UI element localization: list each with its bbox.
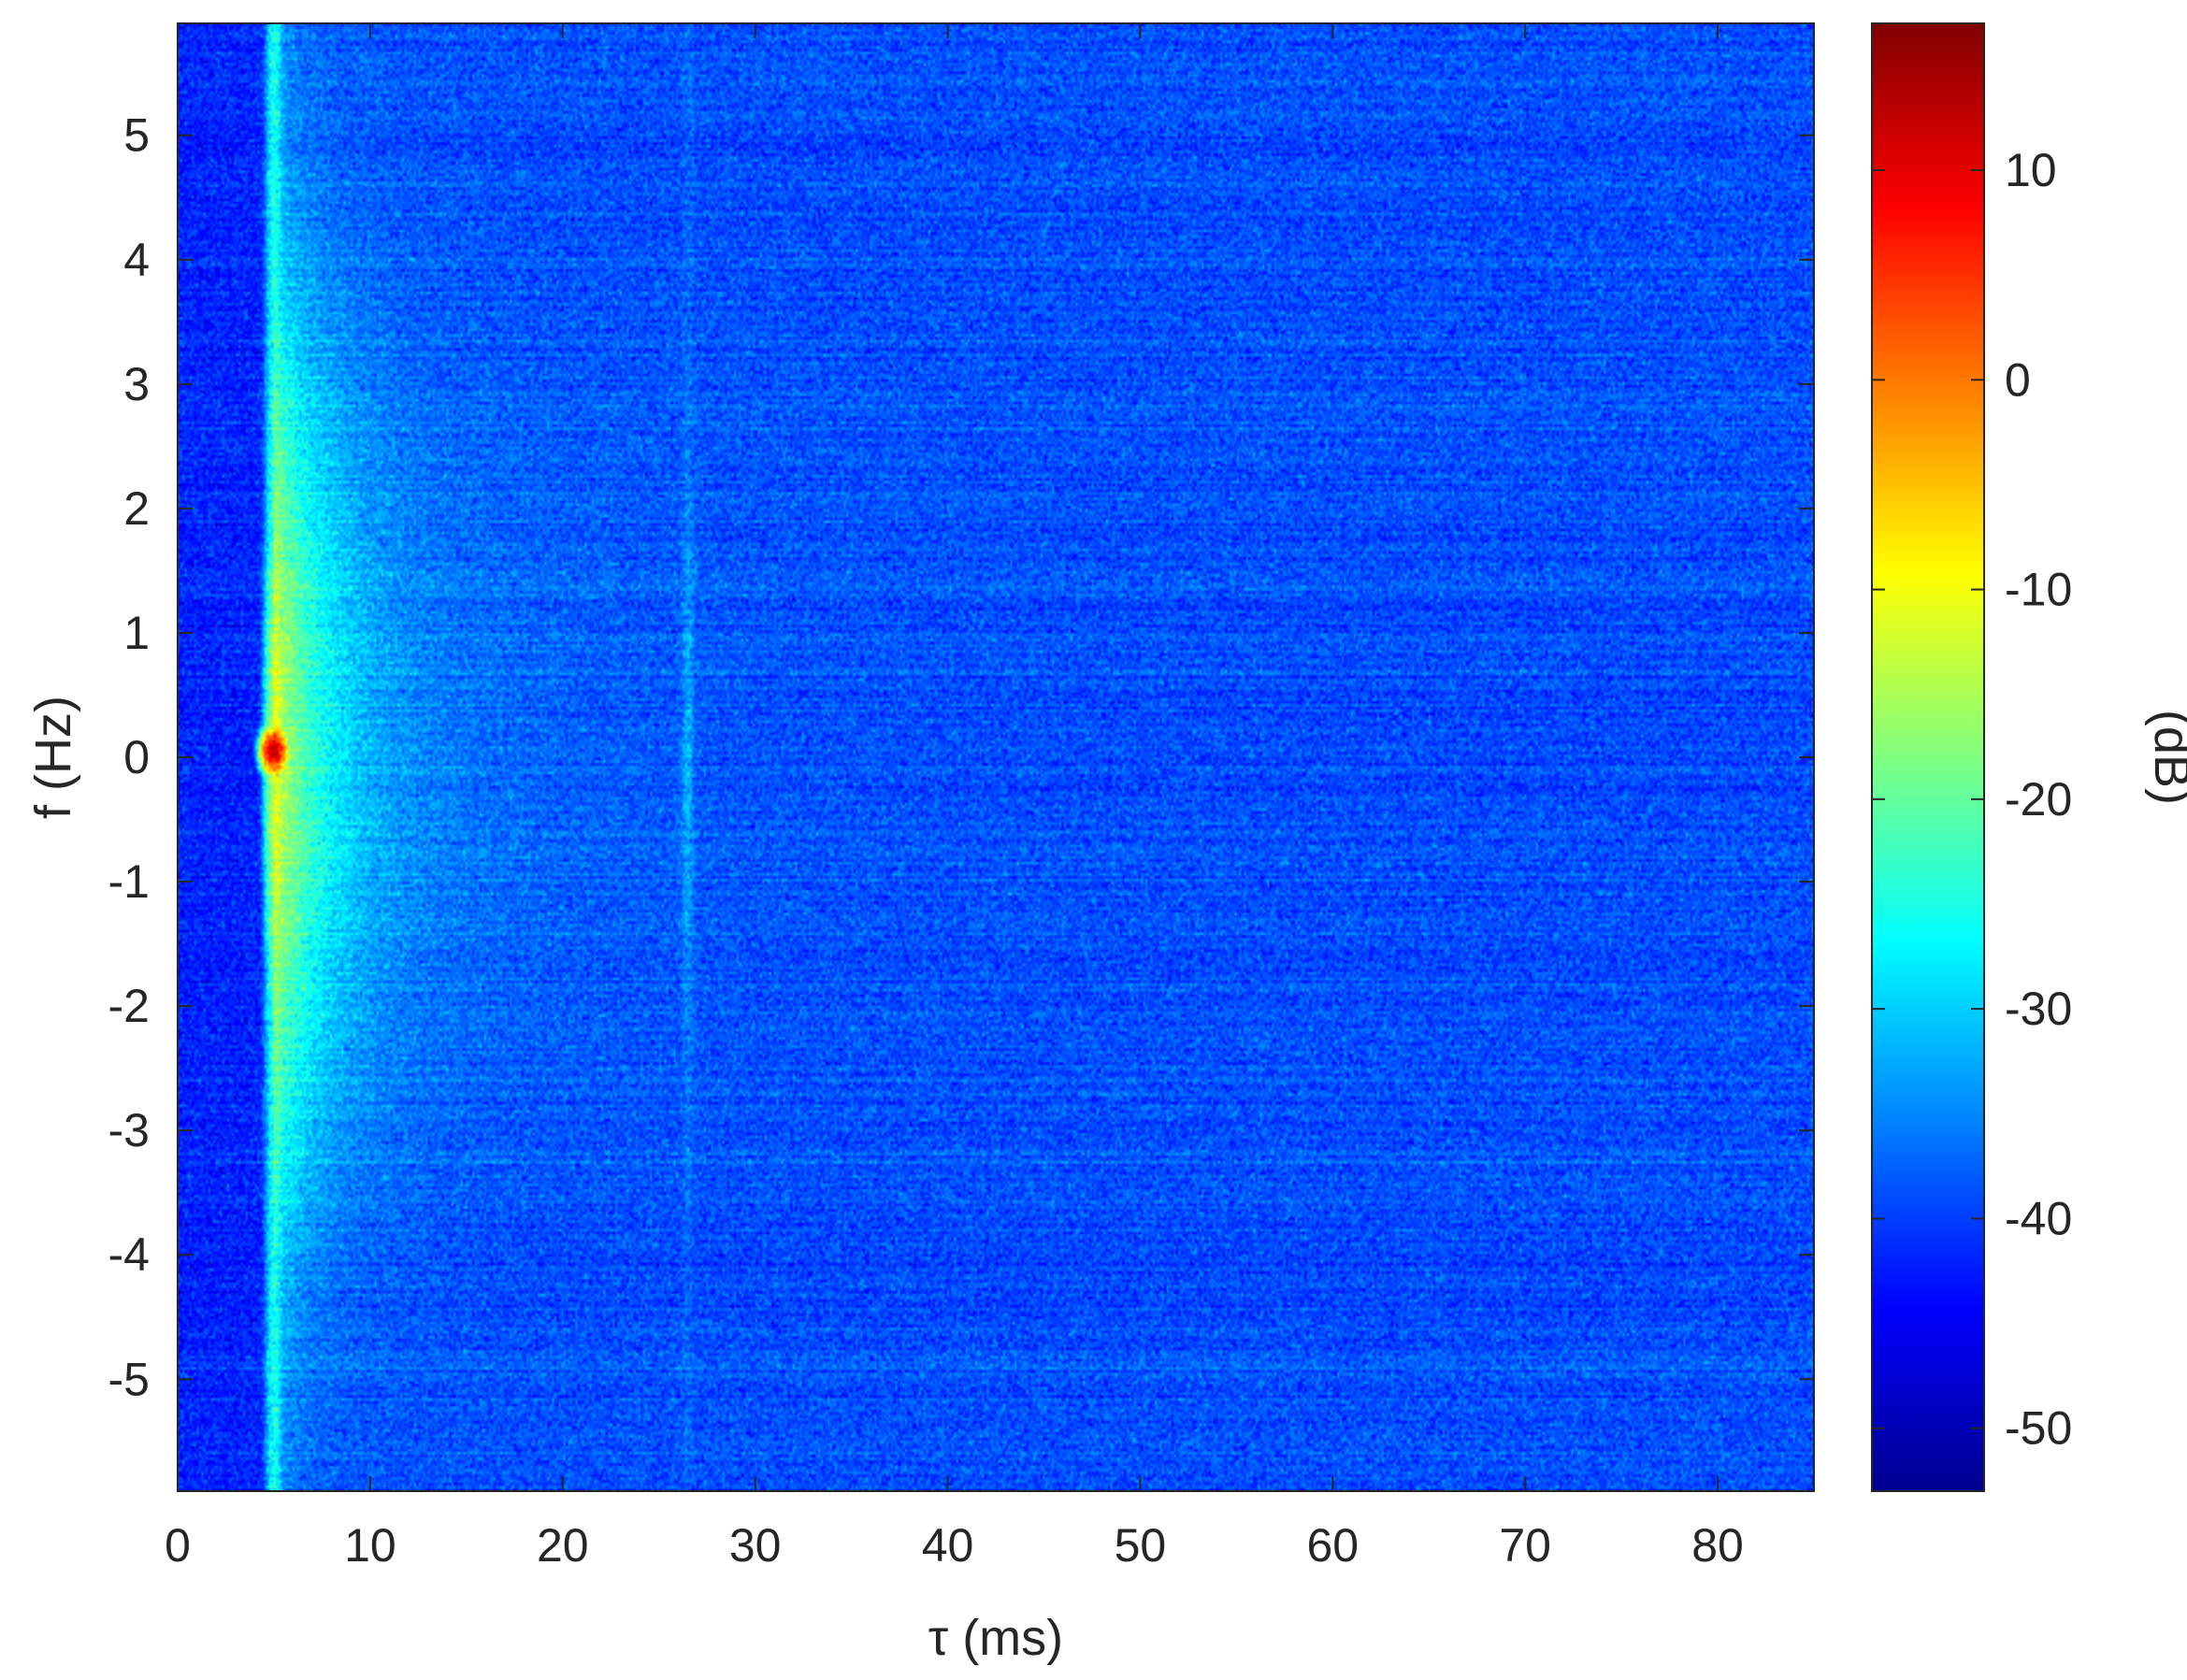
colorbar-ticks: 10 0 -10 -20 -30 -40 -50 [1872,144,2072,1455]
y-axis-label: f (Hz) [25,696,81,819]
x-tick-label: 10 [344,1519,396,1572]
y-tick-label: 0 [123,731,150,783]
colorbar-tick-label: -30 [2005,983,2072,1035]
y-tick-label: 3 [123,358,150,410]
colorbar-tick-label: 0 [2005,353,2031,406]
x-tick-label: 0 [165,1519,191,1572]
y-tick-label: 5 [123,109,150,162]
colorbar-tick-label: 10 [2005,144,2057,196]
x-tick-label: 70 [1499,1519,1551,1572]
y-tick-label: -5 [108,1353,150,1405]
x-axis-ticks: 0 10 20 30 40 50 60 70 80 [165,23,1744,1572]
colorbar-tick-label: -10 [2005,564,2072,616]
x-axis-label: τ (ms) [928,1610,1063,1666]
colorbar-tick-label: -40 [2005,1192,2072,1244]
y-tick-label: -3 [108,1104,150,1156]
x-tick-label: 30 [729,1519,782,1572]
x-tick-label: 20 [537,1519,589,1572]
x-tick-label: 80 [1691,1519,1744,1572]
heatmap-image [178,23,1814,1491]
y-tick-label: 2 [123,482,150,535]
y-tick-label: 1 [123,607,150,659]
y-tick-label: -1 [108,855,150,908]
y-tick-label: 4 [123,234,150,286]
colorbar-tick-label: -20 [2005,773,2072,826]
y-tick-label: -4 [108,1228,150,1281]
colorbar-label: (dB) [2144,710,2187,805]
x-tick-label: 50 [1115,1519,1167,1572]
x-tick-label: 40 [922,1519,974,1572]
colorbar-tick-label: -50 [2005,1402,2072,1455]
y-axis-ticks: 5 4 3 2 1 0 -1 -2 -3 -4 -5 [108,109,1814,1405]
x-tick-label: 60 [1306,1519,1359,1572]
colorbar [1871,22,1985,1492]
y-tick-label: -2 [108,980,150,1032]
